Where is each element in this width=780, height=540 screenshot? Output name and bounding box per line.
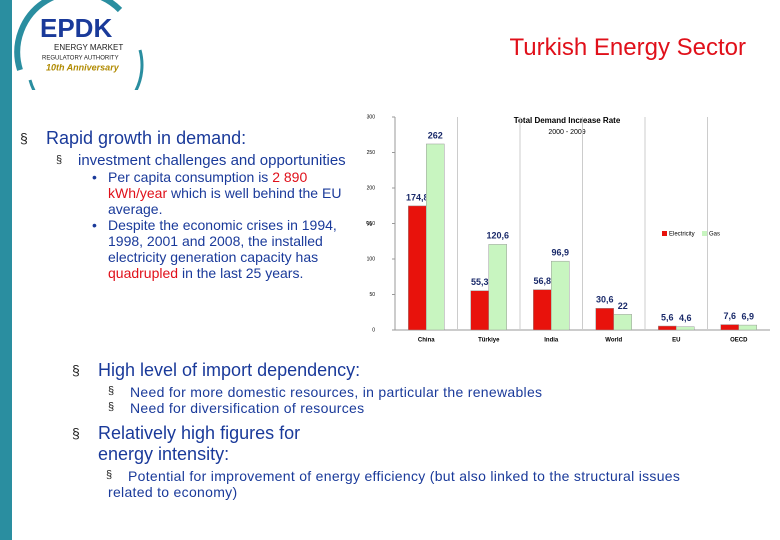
x-tick-label: India xyxy=(544,338,559,344)
x-tick-label: China xyxy=(418,338,435,344)
highlight: quadrupled xyxy=(108,265,179,281)
chart-subtitle: 2000 - 2009 xyxy=(548,129,585,136)
text: which is well behind the EU average. xyxy=(108,185,342,217)
value-label: 262 xyxy=(428,130,443,140)
logo: EPDK ENERGY MARKET REGULATORY AUTHORITY … xyxy=(14,0,144,90)
sub-bullet: Need for diversification of resources xyxy=(108,400,542,416)
sub-sub-bullet: Per capita consumption is 2 890 kWh/year… xyxy=(92,169,363,217)
bar xyxy=(470,290,489,331)
value-label: 5,6 xyxy=(661,312,674,322)
value-label: 174,8 xyxy=(406,192,429,202)
side-bar xyxy=(0,0,12,540)
chart: Total Demand Increase Rate 2000 - 2009 %… xyxy=(366,114,770,344)
logo-brand: EPDK xyxy=(40,13,112,43)
y-tick-label: 0 xyxy=(372,327,375,333)
value-label: 30,6 xyxy=(596,295,614,305)
value-label: 22 xyxy=(618,301,628,311)
chart-title: Total Demand Increase Rate xyxy=(514,116,621,125)
y-tick-label: 50 xyxy=(369,292,375,298)
legend-swatch xyxy=(662,231,667,236)
sub-bullet: Need for more domestic resources, in par… xyxy=(108,384,542,400)
value-label: 120,6 xyxy=(486,231,509,241)
sub-bullet: Potential for improvement of energy effi… xyxy=(86,468,728,500)
value-label: 7,6 xyxy=(723,311,736,321)
sub-sub-bullet: Despite the economic crises in 1994, 199… xyxy=(92,217,363,281)
legend-label: Electricity xyxy=(669,232,695,238)
sub-bullet: investment challenges and opportunities xyxy=(56,152,363,169)
x-tick-label: World xyxy=(605,338,622,344)
bar xyxy=(720,324,739,331)
x-tick-label: OECD xyxy=(730,338,748,344)
bar xyxy=(488,244,507,331)
value-label: 6,9 xyxy=(741,311,754,321)
y-tick-label: 200 xyxy=(367,185,376,191)
sub-list: Potential for improvement of energy effi… xyxy=(86,468,728,500)
x-tick-label: Türkiye xyxy=(478,338,500,344)
bar xyxy=(738,324,757,331)
slide-title: Turkish Energy Sector xyxy=(509,34,746,61)
logo-anniversary: 10th Anniversary xyxy=(46,62,120,72)
bar xyxy=(595,308,614,331)
x-tick-label: EU xyxy=(672,338,680,344)
value-label: 4,6 xyxy=(679,313,692,323)
y-axis-label: % xyxy=(366,221,372,228)
value-label: 96,9 xyxy=(551,248,569,258)
logo-arc xyxy=(14,0,123,71)
y-tick-label: 250 xyxy=(367,150,376,156)
bar xyxy=(613,314,632,331)
logo-arc xyxy=(28,49,144,90)
bullet: Rapid growth in demand: xyxy=(20,128,246,149)
logo-line: REGULATORY AUTHORITY xyxy=(42,56,119,62)
bullet: High level of import dependency: xyxy=(72,360,360,381)
legend-label: Gas xyxy=(709,232,720,238)
legend-swatch xyxy=(702,231,707,236)
y-tick-label: 150 xyxy=(367,221,376,227)
bar xyxy=(676,326,695,331)
text: in the last 25 years. xyxy=(178,265,304,281)
bar xyxy=(426,143,445,331)
value-label: 55,3 xyxy=(471,277,489,287)
bar xyxy=(408,205,427,331)
highlight: 2 890 kWh/year xyxy=(108,169,308,201)
text: Despite the economic crises in 1994, 199… xyxy=(108,217,337,265)
y-tick-label: 300 xyxy=(367,114,376,120)
sub-list: Need for more domestic resources, in par… xyxy=(108,384,542,416)
value-label: 56,8 xyxy=(533,276,551,286)
bar xyxy=(551,260,570,331)
bar xyxy=(533,289,552,331)
logo-line: ENERGY MARKET xyxy=(54,43,123,52)
y-tick-label: 100 xyxy=(367,256,376,262)
bullet: Relatively high figures for energy inten… xyxy=(72,423,358,465)
sub-list: investment challenges and opportunities … xyxy=(56,152,363,281)
text: Per capita consumption is xyxy=(108,169,273,185)
bar xyxy=(658,325,677,331)
